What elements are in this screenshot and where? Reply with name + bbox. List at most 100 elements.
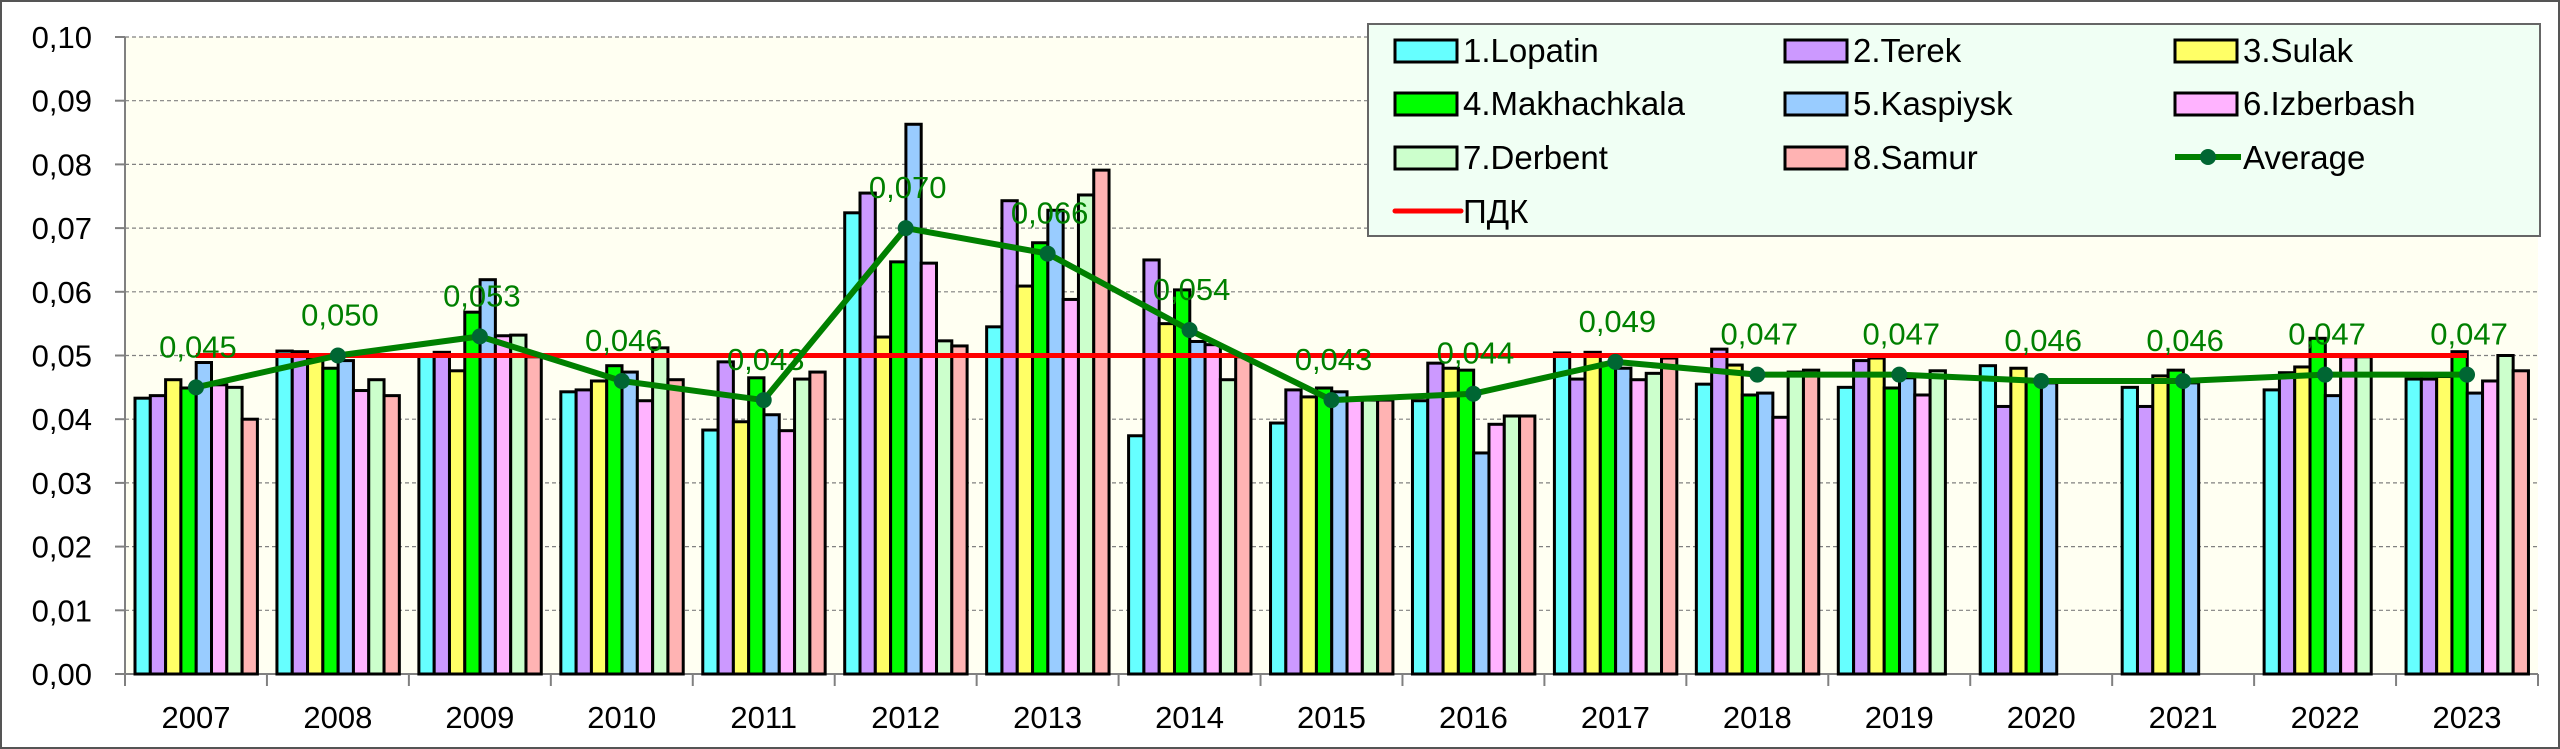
y-tick-label: 0,03 (32, 466, 92, 501)
bar-lopatin-2016 (1410, 399, 1430, 676)
legend-item-sulak: 3.Sulak (2173, 32, 2354, 69)
average-data-label: 0,066 (1011, 196, 1089, 231)
y-tick-label: 0,00 (32, 657, 92, 692)
bar-makhachkala-2017 (1598, 361, 1618, 676)
bar-kaspiysk-2007 (194, 361, 213, 676)
y-tick-label: 0,02 (32, 530, 92, 565)
y-tick-label: 0,08 (32, 147, 92, 182)
bar-derbent-2008 (367, 378, 386, 676)
bar-lopatin-2018 (1694, 382, 1714, 676)
x-tick-label: 2018 (1723, 700, 1792, 735)
bar-makhachkala-2018 (1740, 393, 1760, 676)
y-axis: 0,00 0,01 0,02 0,03 0,04 0,05 0,06 0,07 0,08 0,09… (32, 20, 126, 692)
y-tick-label: 0,06 (32, 275, 92, 310)
bar-izberbash-2016 (1487, 422, 1506, 676)
bar-izberbash-2007 (210, 383, 229, 676)
bar-lopatin-2013 (985, 325, 1004, 676)
bar-derbent-2011 (793, 377, 812, 676)
legend-swatch (1393, 38, 1459, 64)
bar-makhachkala-2012 (889, 260, 908, 676)
bar-makhachkala-2013 (1031, 241, 1050, 676)
bar-sulak-2012 (873, 335, 893, 676)
legend-item-izberbash: 6.Izberbash (2173, 85, 2415, 122)
bar-sulak-2011 (731, 420, 751, 676)
bar-derbent-2017 (1644, 371, 1664, 676)
bar-lopatin-2020 (1978, 364, 1998, 676)
x-tick-label: 2017 (1581, 700, 1650, 735)
bar-lopatin-2011 (701, 428, 720, 676)
bar-samur-2013 (1092, 168, 1111, 676)
bar-terek-2019 (1852, 359, 1871, 676)
bar-izberbash-2019 (1913, 393, 1932, 676)
average-marker (897, 220, 914, 237)
average-marker (755, 392, 772, 409)
legend-item-terek: 2.Terek (1783, 32, 1962, 69)
x-tick-label: 2012 (871, 700, 940, 735)
bar-lopatin-2017 (1552, 351, 1572, 676)
bar-makhachkala-2014 (1172, 288, 1192, 676)
legend-swatch (2173, 38, 2239, 64)
bar-izberbash-2010 (635, 399, 655, 676)
bar-kaspiysk-2015 (1330, 390, 1349, 676)
average-data-label: 0,046 (585, 323, 663, 358)
bar-terek-2022 (2277, 371, 2297, 676)
bar-terek-2016 (1426, 361, 1445, 676)
legend-swatch (1393, 91, 1459, 117)
bar-derbent-2022 (2354, 355, 2373, 676)
bar-lopatin-2007 (133, 396, 152, 676)
bar-terek-2021 (2135, 404, 2155, 676)
legend-swatch (1783, 38, 1849, 64)
bar-makhachkala-2023 (2450, 350, 2469, 676)
bar-derbent-2010 (651, 346, 670, 676)
bar-derbent-2007 (225, 385, 244, 676)
x-tick-label: 2016 (1439, 700, 1508, 735)
bar-sulak-2022 (2293, 365, 2312, 676)
bar-terek-2023 (2419, 377, 2439, 676)
legend-label: 5.Kaspiysk (1853, 85, 2013, 122)
average-data-label: 0,045 (159, 329, 237, 364)
bar-izberbash-2023 (2481, 379, 2500, 676)
bar-makhachkala-2022 (2308, 336, 2327, 676)
average-data-label: 0,049 (1579, 304, 1657, 339)
bars (133, 122, 2530, 676)
y-tick-label: 0,05 (32, 339, 92, 374)
bar-izberbash-2017 (1629, 378, 1648, 676)
y-tick-label: 0,07 (32, 211, 92, 246)
bar-derbent-2016 (1502, 414, 1522, 676)
x-tick-label: 2022 (2291, 700, 2360, 735)
y-tick-label: 0,04 (32, 402, 92, 437)
bar-lopatin-2008 (275, 349, 294, 676)
bar-samur-2017 (1660, 356, 1679, 676)
bar-makhachkala-2008 (321, 366, 340, 676)
bar-samur-2014 (1234, 355, 1253, 676)
average-marker (1039, 245, 1056, 262)
average-data-label: 0,047 (1721, 317, 1799, 352)
average-data-label: 0,047 (2430, 317, 2508, 352)
bar-kaspiysk-2012 (904, 122, 923, 676)
average-data-label: 0,050 (301, 298, 379, 333)
x-tick-label: 2015 (1297, 700, 1366, 735)
bar-lopatin-2015 (1269, 421, 1288, 676)
bar-makhachkala-2016 (1456, 368, 1476, 676)
bar-terek-2015 (1284, 388, 1303, 676)
average-marker (1181, 322, 1198, 339)
bar-derbent-2009 (509, 333, 528, 676)
average-marker (2459, 366, 2476, 383)
bar-terek-2020 (1994, 404, 2013, 676)
bar-izberbash-2011 (777, 429, 797, 676)
bar-sulak-2021 (2151, 374, 2170, 676)
bar-derbent-2019 (1928, 369, 1947, 676)
bar-kaspiysk-2023 (2465, 391, 2485, 676)
bar-derbent-2018 (1786, 370, 1805, 676)
average-marker (613, 372, 630, 389)
x-tick-label: 2009 (445, 700, 514, 735)
bar-kaspiysk-2010 (620, 370, 639, 676)
bar-kaspiysk-2016 (1472, 451, 1491, 676)
bar-samur-2018 (1801, 368, 1821, 676)
bar-makhachkala-2021 (2166, 368, 2185, 676)
average-data-label: 0,047 (1862, 317, 1940, 352)
x-tick-label: 2007 (161, 700, 230, 735)
bar-lopatin-2023 (2404, 377, 2423, 676)
average-data-label: 0,047 (2288, 317, 2366, 352)
